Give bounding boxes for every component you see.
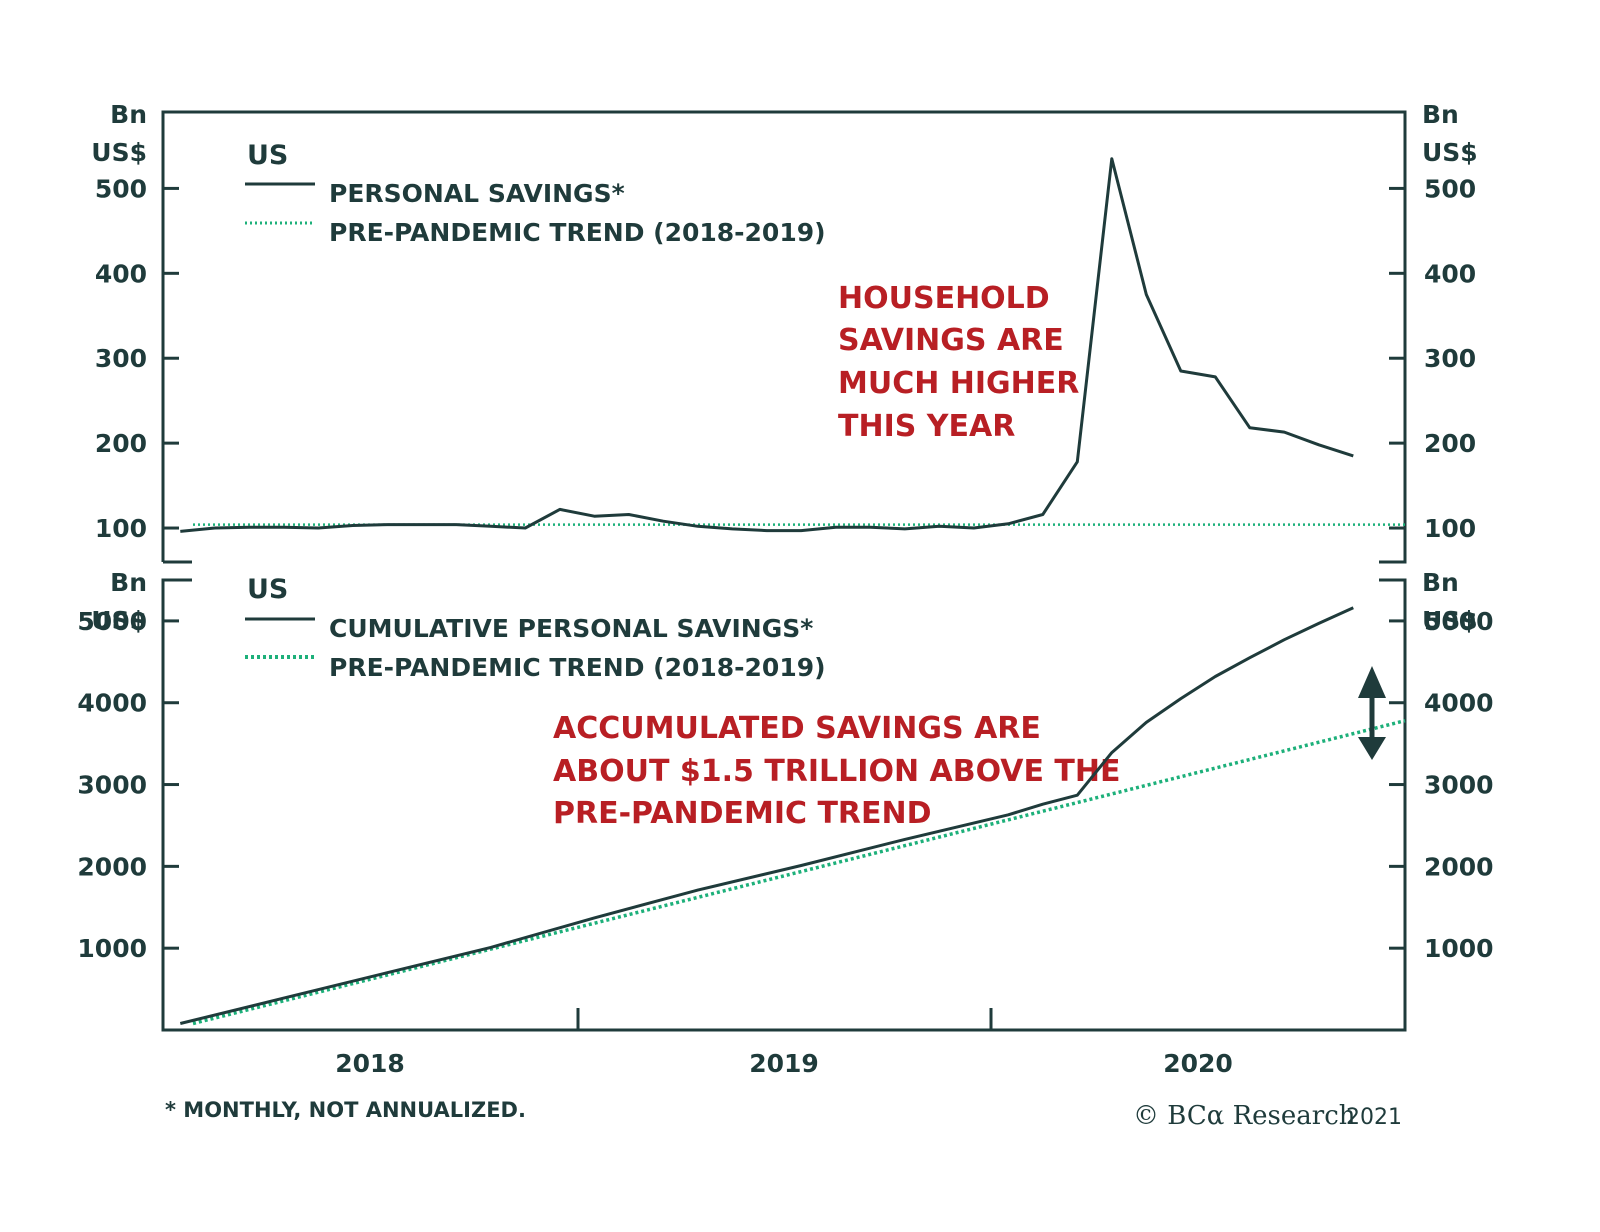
bottom-right-y-tick-label: 5000 [1424, 607, 1494, 636]
gap-arrow-head-up [1358, 666, 1386, 698]
bottom-left-y-tick-label: 2000 [77, 852, 147, 881]
top-left-y-tick-label: 500 [95, 174, 147, 203]
top-right-y-tick-label: 500 [1424, 174, 1476, 203]
top-panel-frame [161, 110, 1407, 564]
top-right-y-tick-label: 100 [1424, 514, 1476, 543]
credit-year: 2021 [1346, 1105, 1402, 1130]
bottom-left-y-tick-label: 1000 [77, 934, 147, 963]
top-left-unit-bn: Bn [110, 100, 147, 129]
bottom-panel: 1000 1000 2000 2000 3000 3000 4000 4000 5000 5000… [77, 568, 1494, 1032]
bottom-right-y-tick-label: 4000 [1424, 689, 1494, 718]
gap-double-arrow [1358, 666, 1386, 760]
top-left-y-tick-label: 300 [95, 344, 147, 373]
bottom-left-y-tick-label: 5000 [77, 607, 147, 636]
bottom-right-unit-bn: Bn [1422, 568, 1459, 597]
bottom-right-y-tick-label: 3000 [1424, 771, 1494, 800]
bottom-annotation-line-2: ABOUT $1.5 TRILLION ABOVE THE [553, 754, 1121, 789]
bottom-annotation-line-1: ACCUMULATED SAVINGS ARE [553, 711, 1041, 746]
top-panel-label: US [247, 140, 288, 171]
top-right-y-tick-label: 400 [1424, 259, 1476, 288]
bottom-left-y-tick-label: 3000 [77, 771, 147, 800]
top-legend-label-trend: PRE-PANDEMIC TREND (2018-2019) [329, 218, 826, 247]
top-left-y-tick-label: 100 [95, 514, 147, 543]
bca-research-logo: © BCα Research [1133, 1101, 1356, 1131]
top-legend-label-savings: PERSONAL SAVINGS* [329, 179, 625, 208]
bottom-series-line-trend [192, 719, 1406, 1026]
bottom-series-line-savings [179, 606, 1354, 1025]
x-tick-label-2018: 2018 [335, 1049, 405, 1078]
bottom-left-y-tick-label: 4000 [77, 689, 147, 718]
bottom-right-unit-usd: US$ [1422, 606, 1478, 635]
bottom-legend-label-cumulative: CUMULATIVE PERSONAL SAVINGS* [329, 614, 813, 643]
top-right-y-tick-label: 200 [1424, 429, 1476, 458]
top-right-unit-bn: Bn [1422, 100, 1459, 129]
bottom-y-ticks: 1000 1000 2000 2000 3000 3000 4000 4000 5000 5000 [77, 607, 1493, 963]
bottom-left-unit-usd: US$ [91, 606, 147, 635]
x-tick-label-2020: 2020 [1163, 1049, 1233, 1078]
bottom-left-unit-bn: Bn [110, 568, 147, 597]
bottom-right-y-tick-label: 2000 [1424, 852, 1494, 881]
top-left-unit-usd: US$ [91, 138, 147, 167]
top-left-y-tick-label: 200 [95, 429, 147, 458]
top-panel: 100 100 200 200 300 300 400 400 500 500 Bn US$ Bn… [91, 100, 1478, 564]
bottom-panel-frame [161, 578, 1407, 1032]
bottom-panel-label: US [247, 574, 288, 605]
bottom-series-group [179, 606, 1406, 1026]
x-tick-label-2019: 2019 [749, 1049, 819, 1078]
footnote: * MONTHLY, NOT ANNUALIZED. [165, 1098, 526, 1122]
top-annotation-line-3: MUCH HIGHER [838, 366, 1079, 401]
top-y-ticks: 100 100 200 200 300 300 400 400 500 500 [95, 174, 1476, 543]
top-annotation-line-4: THIS YEAR [838, 409, 1015, 444]
top-right-y-tick-label: 300 [1424, 344, 1476, 373]
bottom-legend-label-trend: PRE-PANDEMIC TREND (2018-2019) [329, 653, 826, 682]
top-right-unit-usd: US$ [1422, 138, 1478, 167]
top-annotation-line-1: HOUSEHOLD [838, 281, 1050, 316]
bottom-annotation-line-3: PRE-PANDEMIC TREND [553, 796, 932, 831]
gap-arrow-head-down [1358, 737, 1386, 760]
top-annotation-line-2: SAVINGS ARE [838, 323, 1064, 358]
bottom-right-y-tick-label: 1000 [1424, 934, 1494, 963]
top-series-line-savings [180, 157, 1354, 533]
top-left-y-tick-label: 400 [95, 259, 147, 288]
top-series-group [180, 157, 1405, 533]
